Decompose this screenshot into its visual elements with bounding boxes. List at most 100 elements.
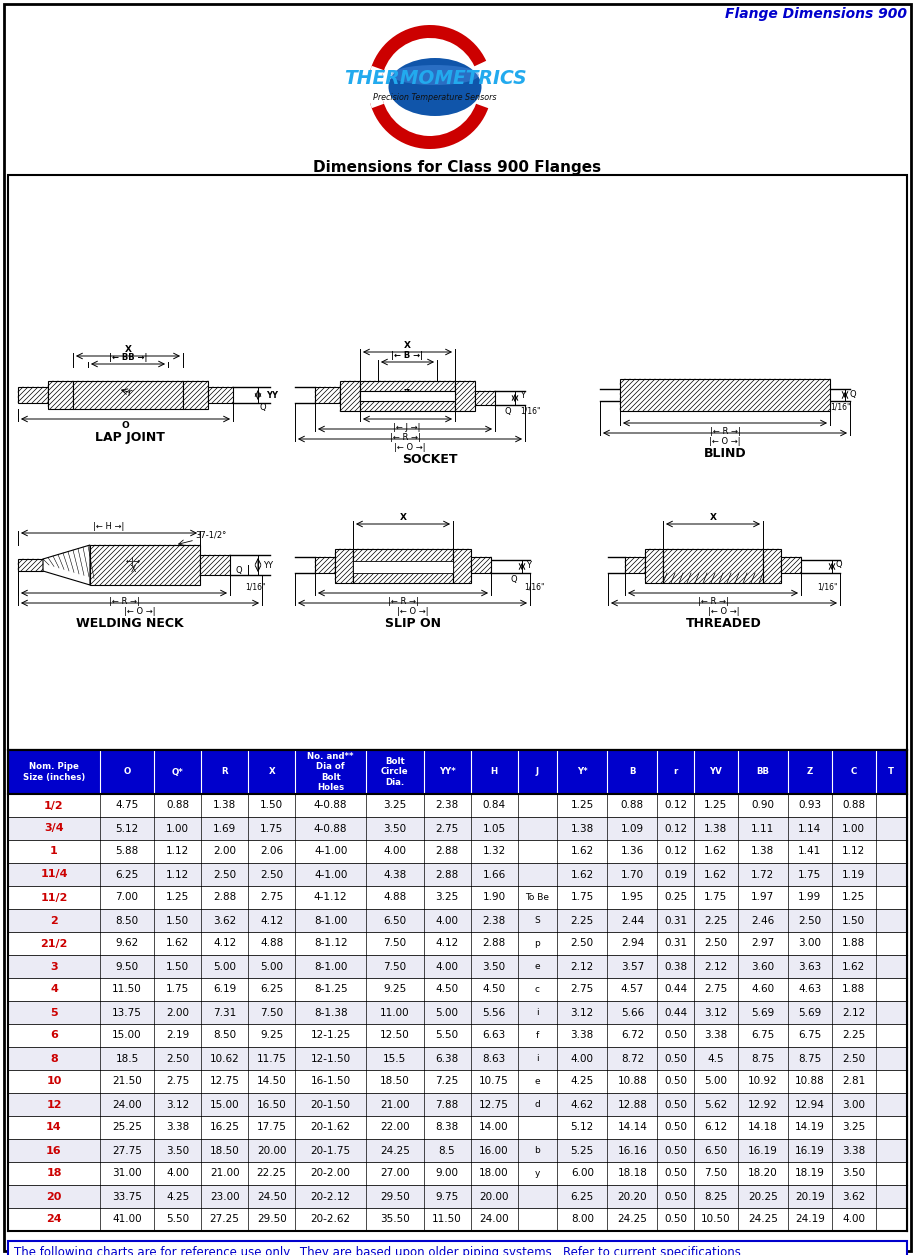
Text: 1/16": 1/16": [817, 584, 837, 592]
Text: 1.75: 1.75: [798, 870, 822, 880]
Text: 21.50: 21.50: [113, 1077, 142, 1087]
Bar: [763, 548, 781, 584]
Text: 9.50: 9.50: [115, 961, 138, 971]
Text: p: p: [534, 939, 540, 948]
Text: 1.62: 1.62: [166, 939, 189, 949]
Text: 4.88: 4.88: [260, 939, 284, 949]
Text: 1/2: 1/2: [44, 801, 64, 811]
Text: 20-1.62: 20-1.62: [310, 1122, 350, 1132]
Text: |← O →|: |← O →|: [709, 437, 741, 446]
Text: 12.75: 12.75: [210, 1077, 240, 1087]
Text: 14.00: 14.00: [479, 1122, 509, 1132]
Text: 1.50: 1.50: [260, 801, 284, 811]
Text: 20.20: 20.20: [618, 1191, 647, 1201]
Text: Z: Z: [807, 768, 813, 777]
Text: 2.25: 2.25: [842, 1030, 866, 1040]
Text: 3.25: 3.25: [383, 801, 406, 811]
Text: 1.95: 1.95: [620, 892, 644, 902]
Text: 8.25: 8.25: [705, 1191, 727, 1201]
Text: 8-1.00: 8-1.00: [314, 961, 348, 971]
Bar: [8, 817, 907, 840]
Bar: [353, 548, 453, 584]
Bar: [360, 382, 455, 410]
Text: |← R →|: |← R →|: [388, 597, 418, 606]
Text: 16.19: 16.19: [748, 1146, 778, 1156]
Text: 1.62: 1.62: [571, 847, 594, 856]
Text: 0.88: 0.88: [621, 801, 644, 811]
Text: 4.25: 4.25: [571, 1077, 594, 1087]
Text: 20-2.62: 20-2.62: [310, 1215, 350, 1225]
Text: 0.44: 0.44: [664, 1008, 687, 1018]
Text: 22.00: 22.00: [380, 1122, 410, 1132]
Text: 2.94: 2.94: [620, 939, 644, 949]
Text: 0.38: 0.38: [664, 961, 687, 971]
Bar: [90, 545, 200, 585]
Text: 3.50: 3.50: [383, 823, 406, 833]
Wedge shape: [368, 65, 384, 108]
Ellipse shape: [389, 58, 481, 115]
Text: |← R →|: |← R →|: [390, 433, 420, 442]
Text: BLIND: BLIND: [704, 447, 747, 461]
Text: 3.00: 3.00: [842, 1099, 866, 1109]
Text: 1.25: 1.25: [571, 801, 594, 811]
Text: Z: Z: [404, 389, 410, 398]
Text: Q: Q: [235, 566, 242, 575]
Bar: [8, 1093, 907, 1116]
Text: 24.25: 24.25: [618, 1215, 647, 1225]
Text: 7.25: 7.25: [436, 1077, 458, 1087]
Text: 4-1.00: 4-1.00: [314, 847, 348, 856]
Text: 2.88: 2.88: [213, 892, 236, 902]
Text: 1/16": 1/16": [524, 584, 544, 592]
Text: 11/2: 11/2: [40, 892, 68, 902]
Text: |← H →|: |← H →|: [93, 522, 124, 531]
Text: 14.19: 14.19: [795, 1122, 824, 1132]
Text: 17.75: 17.75: [257, 1122, 286, 1132]
Text: 1.69: 1.69: [213, 823, 236, 833]
Text: f: f: [536, 1032, 539, 1040]
Text: 5.88: 5.88: [115, 847, 139, 856]
Text: 2.88: 2.88: [436, 870, 458, 880]
Text: 1.88: 1.88: [842, 984, 866, 994]
Wedge shape: [369, 25, 486, 79]
Text: 0.50: 0.50: [664, 1146, 687, 1156]
Text: 12.92: 12.92: [748, 1099, 778, 1109]
Text: 12.88: 12.88: [618, 1099, 647, 1109]
Text: 2.12: 2.12: [571, 961, 594, 971]
Text: 2.75: 2.75: [436, 823, 458, 833]
Text: 21.00: 21.00: [380, 1099, 410, 1109]
Text: Flange Dimensions 900: Flange Dimensions 900: [725, 8, 907, 21]
Text: 20.00: 20.00: [257, 1146, 286, 1156]
Bar: [8, 863, 907, 886]
Text: c: c: [535, 985, 540, 994]
Text: 20.25: 20.25: [748, 1191, 778, 1201]
Text: Bolt
Circle
Dia.: Bolt Circle Dia.: [381, 757, 409, 787]
Text: 3/4: 3/4: [44, 823, 64, 833]
Bar: [208, 387, 233, 403]
Text: 8: 8: [50, 1053, 58, 1063]
Text: 4-1.12: 4-1.12: [314, 892, 348, 902]
Bar: [18, 558, 43, 571]
Text: 8.75: 8.75: [798, 1053, 822, 1063]
Text: To Be: To Be: [525, 894, 549, 902]
Text: 14.50: 14.50: [257, 1077, 286, 1087]
Bar: [8, 978, 907, 1001]
Text: 4.12: 4.12: [436, 939, 458, 949]
Bar: [315, 387, 340, 403]
Bar: [8, 932, 907, 955]
Text: 0.84: 0.84: [482, 801, 506, 811]
Text: 0.50: 0.50: [664, 1122, 687, 1132]
Text: 18.50: 18.50: [210, 1146, 240, 1156]
Text: 6.25: 6.25: [260, 984, 284, 994]
Bar: [8, 1116, 907, 1140]
Text: 6.25: 6.25: [115, 870, 139, 880]
Text: 11.50: 11.50: [113, 984, 142, 994]
Text: e: e: [534, 963, 540, 971]
Bar: [475, 392, 495, 405]
Text: 24.19: 24.19: [795, 1215, 824, 1225]
Text: 3.38: 3.38: [842, 1146, 866, 1156]
Text: 3.38: 3.38: [705, 1030, 727, 1040]
Text: 2.88: 2.88: [436, 847, 458, 856]
Bar: [183, 382, 208, 409]
Text: 16.00: 16.00: [479, 1146, 509, 1156]
Text: 3.25: 3.25: [842, 1122, 866, 1132]
